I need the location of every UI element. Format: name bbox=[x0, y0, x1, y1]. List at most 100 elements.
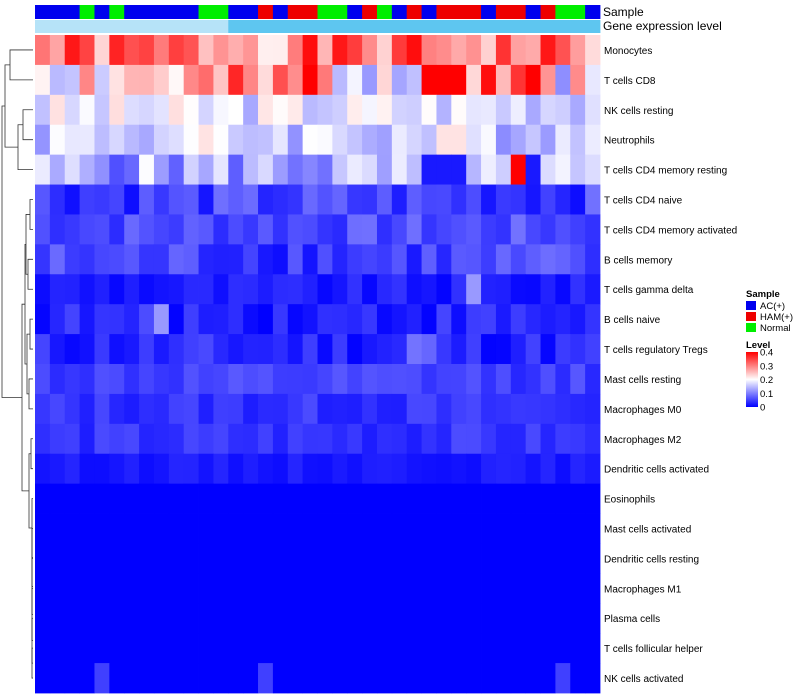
heatmap-cell bbox=[287, 154, 304, 185]
heatmap-cell bbox=[317, 483, 333, 514]
heatmap-cell bbox=[570, 603, 586, 634]
heatmap-cell bbox=[168, 184, 185, 215]
heatmap-cell bbox=[495, 573, 512, 604]
heatmap-cell bbox=[139, 393, 155, 425]
heatmap-cell bbox=[183, 214, 199, 245]
heatmap-cell bbox=[376, 154, 393, 185]
heatmap-cell bbox=[287, 423, 304, 455]
row-label: Mast cells activated bbox=[604, 525, 691, 536]
heatmap-cell bbox=[258, 573, 274, 604]
heatmap-cell bbox=[213, 393, 229, 425]
heatmap-cell bbox=[243, 633, 259, 664]
expression-annotation-cell bbox=[302, 20, 318, 33]
heatmap-cell bbox=[35, 64, 51, 96]
heatmap-cell bbox=[213, 543, 229, 574]
heatmap-cell bbox=[153, 64, 170, 96]
heatmap-cell bbox=[436, 603, 452, 634]
heatmap-cell bbox=[272, 184, 289, 215]
heatmap-cell bbox=[347, 633, 363, 664]
sample-annotation-cell bbox=[332, 5, 348, 19]
heatmap-cell bbox=[495, 393, 512, 425]
heatmap-cell bbox=[347, 453, 363, 485]
heatmap-cell bbox=[198, 334, 214, 365]
heatmap-cell bbox=[79, 543, 95, 574]
heatmap-cell bbox=[109, 334, 125, 365]
heatmap-cell bbox=[362, 214, 378, 245]
heatmap-cell bbox=[495, 603, 512, 634]
heatmap-cell bbox=[94, 633, 110, 664]
heatmap-cell bbox=[510, 304, 527, 335]
heatmap-cell bbox=[510, 663, 527, 694]
heatmap-cell bbox=[139, 513, 155, 544]
heatmap-cell bbox=[109, 513, 125, 544]
heatmap-cell bbox=[466, 364, 482, 395]
heatmap-cell bbox=[168, 423, 185, 455]
heatmap-cell bbox=[570, 663, 586, 694]
heatmap-cell bbox=[153, 244, 170, 275]
heatmap-cell bbox=[540, 663, 556, 694]
heatmap-cell bbox=[421, 663, 437, 694]
heatmap-cell bbox=[35, 244, 51, 275]
heatmap-cell bbox=[585, 214, 601, 245]
heatmap-cell bbox=[376, 573, 393, 604]
heatmap-cell bbox=[109, 304, 125, 335]
expression-annotation-cell bbox=[540, 20, 556, 33]
sample-annotation-cell bbox=[198, 5, 214, 19]
heatmap-cell bbox=[258, 513, 274, 544]
heatmap-cell bbox=[79, 334, 95, 365]
heatmap-cell bbox=[198, 154, 214, 185]
heatmap-cell bbox=[466, 393, 482, 425]
heatmap-cell bbox=[391, 334, 408, 365]
heatmap-cell bbox=[139, 244, 155, 275]
heatmap-cell bbox=[421, 274, 437, 305]
heatmap-cell bbox=[451, 184, 467, 215]
heatmap-cell bbox=[49, 154, 66, 185]
heatmap-cell bbox=[183, 364, 199, 395]
heatmap-cell bbox=[243, 483, 259, 514]
heatmap-cell bbox=[362, 35, 378, 66]
heatmap-cell bbox=[540, 64, 556, 96]
heatmap-cell bbox=[451, 573, 467, 604]
dendrogram-link bbox=[21, 303, 29, 492]
heatmap-cell bbox=[391, 573, 408, 604]
dendrogram-link bbox=[30, 438, 33, 470]
heatmap-cell bbox=[124, 214, 140, 245]
heatmap-cell bbox=[362, 513, 378, 544]
heatmap-cell bbox=[585, 184, 601, 215]
row-label: T cells follicular helper bbox=[604, 644, 703, 655]
heatmap-cell bbox=[481, 393, 497, 425]
heatmap-cell bbox=[228, 633, 244, 664]
heatmap-cell bbox=[451, 603, 467, 634]
legend-label: AC(+) bbox=[760, 301, 785, 312]
heatmap-cell bbox=[510, 603, 527, 634]
heatmap-cell bbox=[153, 393, 170, 425]
heatmap-cell bbox=[555, 543, 571, 574]
heatmap-cell bbox=[376, 483, 393, 514]
heatmap-cell bbox=[332, 513, 348, 544]
heatmap-cell bbox=[436, 543, 452, 574]
heatmap-cell bbox=[510, 393, 527, 425]
heatmap-cell bbox=[35, 184, 51, 215]
heatmap-cell bbox=[228, 214, 244, 245]
heatmap-cell bbox=[436, 423, 452, 455]
heatmap-cell bbox=[272, 334, 289, 365]
heatmap-cell bbox=[258, 214, 274, 245]
heatmap-cell bbox=[555, 184, 571, 215]
heatmap-cell bbox=[124, 513, 140, 544]
heatmap-cell bbox=[228, 663, 244, 694]
heatmap-cell bbox=[495, 184, 512, 215]
heatmap-cell bbox=[302, 94, 318, 126]
dendrogram-link bbox=[29, 199, 33, 230]
heatmap-cell bbox=[35, 214, 51, 245]
heatmap-cell bbox=[94, 274, 110, 305]
heatmap-cell bbox=[94, 513, 110, 544]
heatmap-cell bbox=[287, 214, 304, 245]
heatmap-cell bbox=[64, 364, 81, 395]
heatmap-cell bbox=[153, 364, 170, 395]
heatmap-cell bbox=[35, 393, 51, 425]
heatmap-cell bbox=[585, 663, 601, 694]
heatmap-cell bbox=[183, 453, 199, 485]
heatmap-cell bbox=[481, 603, 497, 634]
heatmap-cell bbox=[287, 274, 304, 305]
row-label: Eosinophils bbox=[604, 495, 655, 506]
